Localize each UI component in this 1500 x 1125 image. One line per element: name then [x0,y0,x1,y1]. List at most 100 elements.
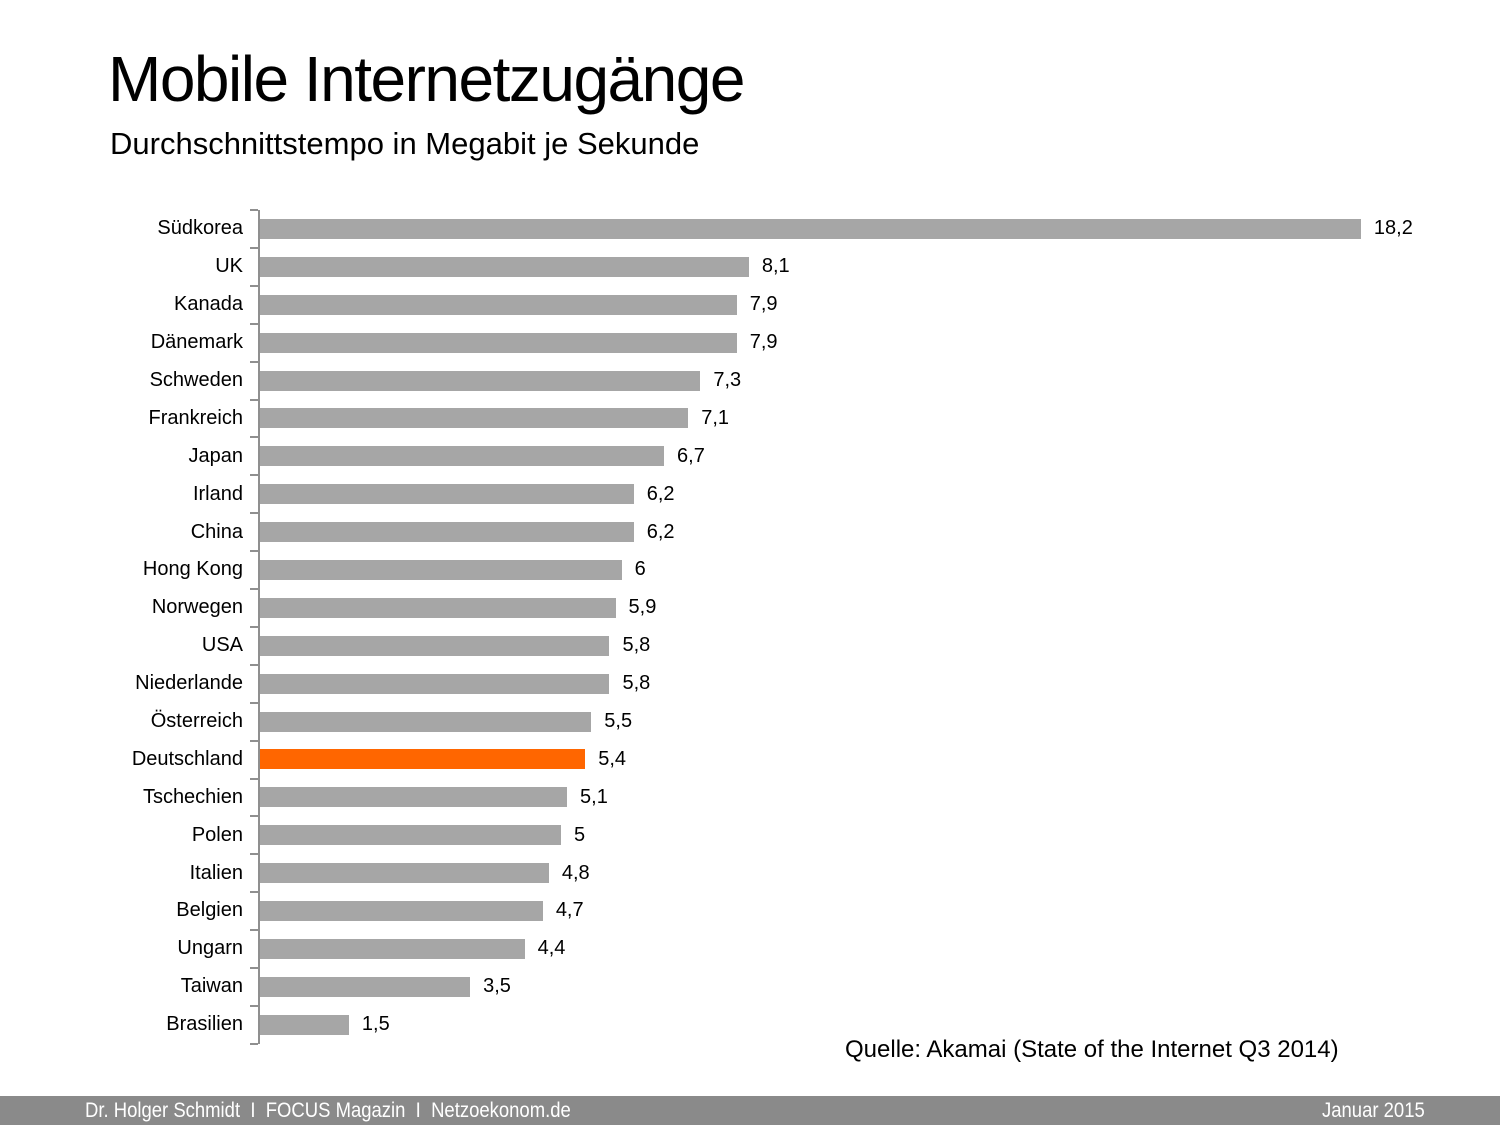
bar-row: Dänemark 7,9 [0,324,1500,362]
value-label: 7,1 [701,406,730,429]
bar [258,294,737,315]
value-label: 6,2 [646,482,675,505]
chart-title: Mobile Internetzugänge [108,43,745,115]
category-label: Kanada [174,293,243,316]
chart-subtitle: Durchschnittstempo in Megabit je Sekunde [110,126,700,161]
bar-zone: 8,1 [258,255,790,278]
axis-tick [250,739,258,742]
value-label: 5,8 [622,634,651,657]
bar [258,446,665,467]
category-label: Italien [189,861,243,884]
bar-row: Österreich 5,5 [0,703,1500,741]
category-label: China [190,520,243,543]
value-label: 7,3 [713,369,742,391]
axis-tick [250,322,258,325]
bar-row: Südkorea 18,2 [0,210,1500,248]
value-label: 5,1 [580,785,608,808]
axis-tick [250,701,258,704]
bar-row: Brasilien 1,5 [0,1006,1500,1044]
bar-row: Italien 4,8 [0,854,1500,892]
bar-zone: 5 [258,824,585,847]
value-label: 5,5 [604,710,633,733]
bar [258,256,749,277]
category-label: Norwegen [151,596,243,619]
axis-tick [250,1004,258,1007]
bar-row: Taiwan 3,5 [0,968,1500,1006]
value-label: 7,9 [749,331,778,354]
bar [258,900,543,921]
bar-row: Schweden 7,3 [0,362,1500,400]
bar [258,787,568,808]
bar-row: Hong Kong 6 [0,551,1500,589]
bar-row: Frankreich 7,1 [0,399,1500,437]
category-label: Irland [192,482,243,505]
footer-bar: Dr. Holger Schmidt I FOCUS Magazin I Net… [0,1096,1500,1125]
category-label: Ungarn [177,937,243,960]
value-label: 6 [634,558,646,581]
bar-row: Polen 5 [0,816,1500,854]
y-axis-line [258,210,260,1044]
bar-row: Niederlande 5,8 [0,665,1500,703]
axis-tick [250,777,258,780]
category-label: Tschechien [142,785,243,808]
bar-row: Irland 6,2 [0,475,1500,513]
category-label: Brasilien [166,1013,243,1036]
category-label: Deutschland [131,747,243,770]
bar [258,711,592,732]
bar [258,1014,349,1035]
source-note: Quelle: Akamai (State of the Internet Q3… [845,1036,1339,1063]
bar-chart: Südkorea 18,2 UK 8,1 Kanada 7,9 Dänemark 7,9 Sch… [0,209,1500,1045]
bar [258,635,610,656]
bar-row: UK 8,1 [0,248,1500,286]
bar [258,938,525,959]
axis-tick [250,512,258,515]
bar-zone: 18,2 [258,217,1413,240]
bar-zone: 7,1 [258,407,729,430]
axis-tick [250,209,258,211]
axis-tick [250,967,258,969]
bar-zone: 4,8 [258,862,590,885]
axis-tick [250,588,258,590]
bar-row: USA 5,8 [0,627,1500,665]
value-label: 4,7 [555,899,584,922]
bar-zone: 6,2 [258,483,675,506]
category-label: Dänemark [150,331,243,354]
axis-tick [250,929,258,932]
bar-zone: 3,5 [258,975,511,998]
bar-row: China 6,2 [0,513,1500,551]
bar-row: Tschechien 5,1 [0,778,1500,816]
axis-tick [250,436,258,439]
value-label: 7,9 [749,293,778,316]
category-label: Niederlande [135,672,243,695]
value-label: 18,2 [1373,217,1413,240]
bar-row: Japan 6,7 [0,437,1500,475]
bar-zone: 5,5 [258,710,632,733]
value-label: 6,7 [677,444,705,467]
category-label: Schweden [149,369,243,391]
category-label: Österreich [150,710,243,733]
bar-zone: 5,1 [258,786,608,809]
bar-row: Kanada 7,9 [0,286,1500,324]
bar [258,863,549,884]
bar [258,522,634,543]
axis-tick [250,891,258,894]
category-label: Frankreich [148,406,243,429]
axis-tick [250,246,258,249]
value-label: 5 [574,823,586,846]
value-label: 4,4 [537,937,566,960]
value-label: 8,1 [761,255,790,278]
category-label: USA [201,634,243,657]
value-label: 5,9 [628,596,657,619]
bar-zone: 7,9 [258,331,778,354]
axis-tick [250,550,258,553]
value-label: 5,8 [622,672,651,695]
bar-row: Norwegen 5,9 [0,589,1500,627]
value-label: 5,4 [598,747,627,770]
bar [258,484,634,505]
bar [258,408,689,429]
bar-zone: 7,9 [258,293,778,316]
bar-zone: 6 [258,558,646,581]
bar-rows: Südkorea 18,2 UK 8,1 Kanada 7,9 Dänemark 7,9 Sch… [0,209,1500,1045]
bar-zone: 7,3 [258,369,741,392]
